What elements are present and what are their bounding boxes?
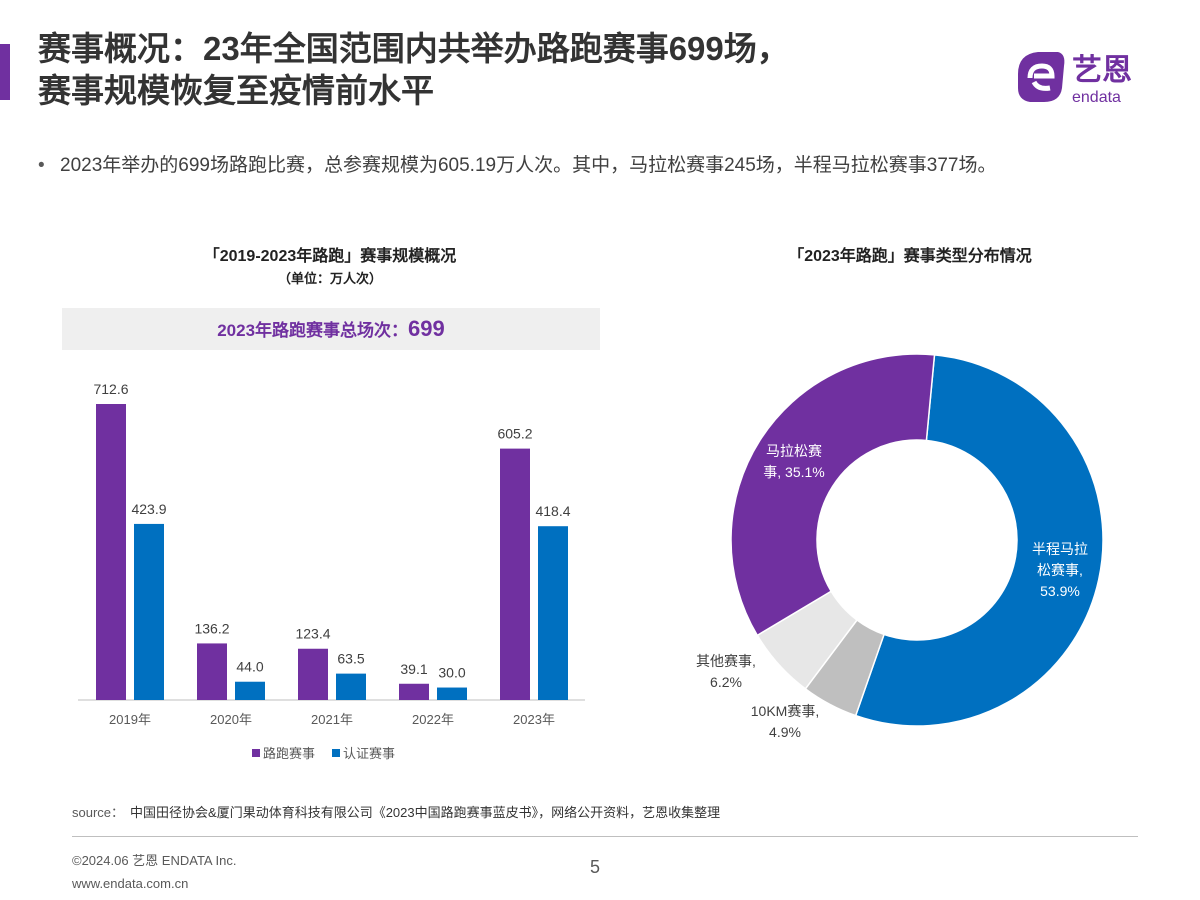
slice-label: 马拉松赛 [766,443,822,459]
title-line-2: 赛事规模恢复至疫情前水平 [38,72,434,109]
svg-text:艺恩: 艺恩 [1072,54,1132,87]
bar-chart-title: 「2019-2023年路跑」赛事规模概况 [203,248,457,265]
slice-label: 半程马拉 [1032,541,1088,557]
legend-swatch [252,749,260,757]
data-label: 44.0 [236,659,263,675]
data-label: 605.2 [497,426,532,442]
bar-路跑赛事-2022年 [399,683,429,700]
donut-chart: 半程马拉松赛事, 53.9% 10KM赛事, 4.9% 其他赛事, 6.2% 马拉松赛事, … [696,353,1104,740]
slice-label: 其他赛事, [696,653,756,669]
bar-chart: 712.6 423.9 2019年 136.2 44.0 2020年 123.4 63.5 20… [78,381,585,761]
source-label: source： [72,805,125,820]
slice-马拉松赛事 [730,353,936,637]
website-link[interactable]: www.endata.com.cn [72,876,189,891]
data-label: 123.4 [295,626,330,642]
source-note: source： 中国田径协会&厦门果动体育科技有限公司《2023中国路跑赛事蓝皮书… [72,802,720,821]
slice-label: 4.9% [769,724,801,740]
legend-label: 认证赛事 [343,746,395,761]
bar-认证赛事-2022年 [437,687,467,700]
x-tick-label: 2022年 [412,712,454,727]
legend-label: 路跑赛事 [263,746,315,761]
bar-路跑赛事-2020年 [197,643,227,700]
bar-认证赛事-2019年 [134,523,164,700]
legend-swatch [332,749,340,757]
bar-路跑赛事-2023年 [500,448,530,700]
slice-半程马拉松赛事 [854,354,1104,727]
slice-label: 6.2% [710,674,742,690]
slice-label: 10KM赛事, [751,703,819,719]
data-label: 712.6 [93,381,128,397]
data-label: 136.2 [194,620,229,636]
data-label: 30.0 [438,665,465,681]
page-title: 赛事概况：23年全国范围内共举办路跑赛事699场， 赛事规模恢复至疫情前水平 [38,28,790,112]
slice-label: 53.9% [1040,583,1080,599]
footer-divider [72,836,1138,837]
slice-label: 事, 35.1% [763,464,824,480]
summary-bullet: 2023年举办的699场路跑比赛，总参赛规模为605.19万人次。其中，马拉松赛… [38,146,1180,186]
bar-路跑赛事-2021年 [298,648,328,700]
copyright: ©2024.06 艺恩 ENDATA Inc. [72,853,237,868]
pie-chart-title: 「2023年路跑」赛事类型分布情况 [788,248,1032,265]
source-text: 中国田径协会&厦门果动体育科技有限公司《2023中国路跑赛事蓝皮书》，网络公开资… [130,805,721,820]
x-tick-label: 2019年 [109,712,151,727]
banner-value: 699 [408,316,445,341]
total-events-banner: 2023年路跑赛事总场次：699 [62,308,600,350]
bar-路跑赛事-2019年 [96,404,126,700]
bar-认证赛事-2023年 [538,526,568,700]
title-line-1: 赛事概况：23年全国范围内共举办路跑赛事699场， [38,30,790,67]
data-label: 39.1 [400,661,427,677]
data-label: 63.5 [337,651,364,667]
bar-认证赛事-2021年 [336,673,366,700]
bar-chart-unit: （单位：万人次） [277,271,382,286]
banner-label: 2023年路跑赛事总场次： [217,321,409,340]
x-tick-label: 2023年 [513,712,555,727]
x-tick-label: 2020年 [210,712,252,727]
bar-认证赛事-2020年 [235,681,265,700]
title-accent-bar [0,44,10,100]
svg-text:endata: endata [1072,89,1121,106]
x-tick-label: 2021年 [311,712,353,727]
data-label: 418.4 [535,503,570,519]
data-label: 423.9 [131,501,166,517]
endata-logo: 艺恩 endata [1018,52,1132,106]
slice-label: 松赛事, [1037,562,1083,578]
page-number: 5 [590,857,601,877]
